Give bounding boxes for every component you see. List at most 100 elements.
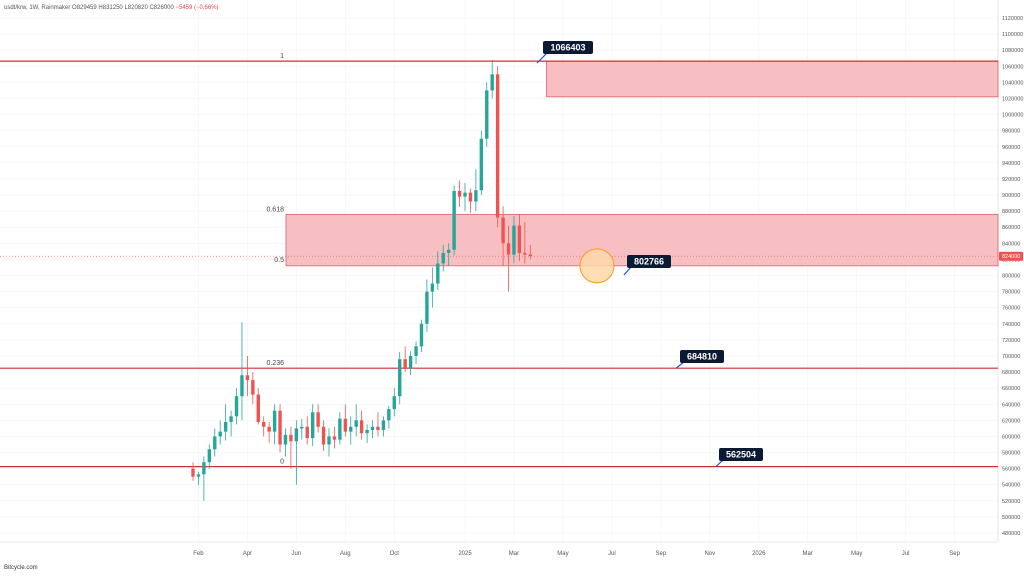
candle bbox=[196, 471, 201, 485]
candle-body bbox=[359, 420, 364, 434]
callout-label: 802766 bbox=[634, 257, 664, 267]
symbol-legend: usdt/krw, 1W, Rainmaker O829459 H831250 … bbox=[4, 5, 219, 11]
time-tick-label: Sep bbox=[655, 551, 666, 557]
watermark: Bitcycle.com bbox=[4, 565, 38, 571]
candle-body bbox=[436, 263, 440, 284]
candle bbox=[207, 444, 212, 469]
candle-body bbox=[392, 396, 396, 410]
price-tick-label: 580000 bbox=[1002, 451, 1020, 457]
candle bbox=[381, 416, 386, 437]
price-tick-label: 840000 bbox=[1002, 241, 1020, 247]
candle-body bbox=[256, 394, 260, 422]
candle-body bbox=[398, 359, 402, 397]
price-tick-label: 740000 bbox=[1002, 322, 1020, 328]
price-tick-label: 660000 bbox=[1002, 386, 1020, 392]
price-tick-label: 780000 bbox=[1002, 290, 1020, 296]
candle-body bbox=[370, 426, 375, 430]
price-tick-label: 720000 bbox=[1002, 338, 1020, 344]
time-tick-label: Jul bbox=[902, 551, 910, 557]
candle-body bbox=[408, 355, 413, 369]
callout-1066403: 1066403 bbox=[536, 41, 593, 64]
candle bbox=[495, 66, 500, 228]
candle bbox=[262, 416, 266, 437]
candle-body bbox=[517, 225, 522, 253]
candle-body bbox=[506, 243, 511, 255]
candle-body bbox=[523, 252, 527, 255]
candle-body bbox=[376, 426, 380, 430]
candle bbox=[278, 404, 282, 453]
candle bbox=[359, 410, 364, 440]
candle-body bbox=[512, 225, 516, 255]
candle-body bbox=[430, 283, 435, 292]
candle bbox=[338, 412, 342, 445]
candle bbox=[387, 405, 391, 429]
candle-body bbox=[196, 474, 201, 477]
candle bbox=[398, 351, 402, 405]
candle bbox=[436, 251, 440, 290]
candle-body bbox=[218, 431, 222, 437]
candle bbox=[294, 420, 299, 485]
candle bbox=[485, 82, 489, 147]
price-axis[interactable]: 1120000 1100000 1080000 1060000 1040000 10200… bbox=[999, 16, 1023, 537]
price-tick-label: 760000 bbox=[1002, 306, 1020, 312]
candle bbox=[392, 388, 396, 417]
candle bbox=[267, 421, 271, 443]
legend-low: L820820 bbox=[124, 5, 148, 11]
price-tick-label: 860000 bbox=[1002, 225, 1020, 231]
price-tick-label: 920000 bbox=[1002, 177, 1020, 183]
callout-pointer bbox=[536, 52, 548, 64]
fib-label: 0 bbox=[280, 459, 284, 466]
time-axis[interactable]: Feb Apr Jun Aug Oct 2025 Mar May Jul Sep Nov 2026 Ma… bbox=[193, 551, 960, 557]
price-tick-label: 1020000 bbox=[1002, 96, 1023, 102]
candle bbox=[370, 420, 375, 439]
candle-body bbox=[474, 190, 478, 202]
candle bbox=[512, 215, 516, 264]
price-tick-label: 980000 bbox=[1002, 129, 1020, 135]
price-tick-label: 1000000 bbox=[1002, 113, 1023, 119]
candle-body bbox=[457, 191, 462, 197]
candle bbox=[414, 341, 418, 365]
candle-body bbox=[283, 434, 288, 445]
callouts: 1066403 802766 684810 562504 bbox=[536, 41, 763, 468]
candle-body bbox=[262, 421, 266, 427]
candle bbox=[223, 404, 228, 441]
candle bbox=[229, 410, 233, 437]
time-tick-label: 2025 bbox=[458, 551, 472, 557]
price-tick-label: 480000 bbox=[1002, 531, 1020, 537]
candle bbox=[218, 420, 222, 445]
candle-body bbox=[294, 428, 299, 442]
legend-open: O829459 bbox=[72, 5, 97, 11]
candle bbox=[506, 225, 511, 292]
callout-pointer bbox=[715, 459, 724, 468]
callout-label: 684810 bbox=[687, 352, 717, 362]
candle-body bbox=[321, 426, 326, 445]
candle bbox=[441, 244, 445, 272]
candle-body bbox=[191, 468, 195, 477]
horizontal-levels bbox=[0, 60, 998, 468]
candle bbox=[321, 420, 326, 451]
candle bbox=[446, 243, 451, 266]
candle-body bbox=[501, 217, 505, 244]
candle bbox=[300, 418, 304, 440]
callout-684810: 684810 bbox=[675, 350, 724, 369]
price-tick-label: 960000 bbox=[1002, 145, 1020, 151]
candle-body bbox=[463, 192, 467, 197]
candle bbox=[403, 346, 407, 373]
price-zone bbox=[546, 60, 999, 98]
candle-body bbox=[468, 192, 473, 202]
candle bbox=[452, 185, 456, 256]
legend-close: C826000 bbox=[149, 5, 174, 11]
price-tick-label: 560000 bbox=[1002, 467, 1020, 473]
candle bbox=[327, 428, 331, 457]
legend-change: −5459 (−0.66%) bbox=[175, 5, 219, 11]
candle-body bbox=[414, 346, 418, 356]
candle bbox=[463, 182, 467, 212]
candle bbox=[408, 351, 413, 376]
candle-body bbox=[332, 436, 337, 440]
candle-body bbox=[234, 396, 239, 417]
price-tick-label: 880000 bbox=[1002, 209, 1020, 215]
candle bbox=[245, 355, 250, 397]
price-tick-label: 1060000 bbox=[1002, 64, 1023, 70]
callout-pointer bbox=[675, 361, 685, 369]
